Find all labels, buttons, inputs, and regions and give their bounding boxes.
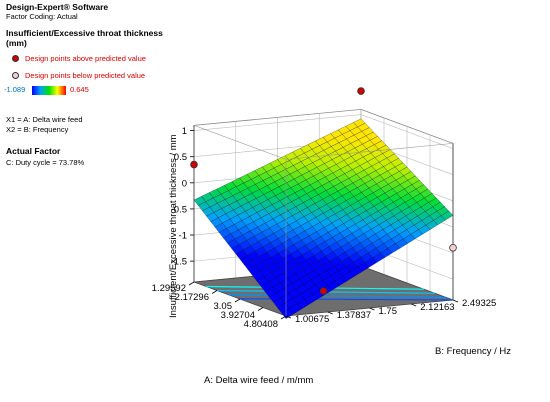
x-tick-label: 2.17296	[175, 292, 209, 303]
actual-factor-value: C: Duty cycle = 73.78%	[6, 158, 85, 167]
y-tick-mark	[411, 303, 417, 307]
design-point-below	[449, 243, 457, 252]
x-tick-label: 3.92704	[221, 310, 255, 321]
z-tick-label: -1	[179, 231, 187, 242]
legend-below-label: Design points below predicted value	[25, 71, 146, 80]
y-tick-label: 2.49325	[462, 298, 496, 309]
x-tick-label: 3.05	[214, 301, 233, 312]
y-tick-mark	[285, 315, 292, 319]
design-point-above	[357, 87, 365, 95]
response-unit: (mm)	[6, 38, 27, 48]
floor-contour-line	[228, 294, 446, 298]
x-tick-mark	[234, 298, 241, 303]
z-tick-label: 1	[182, 126, 187, 137]
design-point-above	[190, 160, 198, 169]
legend-above-label: Design points above predicted value	[25, 54, 146, 63]
z-tick-label: -1.5	[171, 257, 187, 268]
factor-x2: X2 = B: Frequency	[6, 125, 69, 134]
z-tick-label: 0	[182, 178, 187, 189]
design-point-above	[319, 287, 328, 295]
colorbar-max: 0.645	[70, 85, 89, 94]
factor-x1: X1 = A: Delta wire feed	[6, 115, 83, 124]
app-title: Design-Expert® Software	[6, 2, 109, 12]
factor-coding: Factor Coding: Actual	[6, 12, 78, 21]
y-tick-label: 1.00675	[295, 314, 329, 325]
x-tick-label: 1.29592	[152, 283, 186, 294]
y-tick-label: 1.37837	[337, 310, 371, 321]
box-edge-top-left	[193, 125, 287, 160]
colorbar	[32, 86, 66, 95]
z-axis-label: Insufficient/Excessive throat thickness …	[168, 134, 179, 318]
x-tick-mark	[280, 315, 287, 320]
x-axis-label: A: Delta wire feed / m/mm	[204, 375, 313, 386]
actual-factor-heading: Actual Factor	[6, 146, 61, 156]
x-tick-label: 4.80408	[244, 319, 278, 330]
y-tick-mark	[327, 311, 333, 315]
y-tick-label: 2.12163	[420, 302, 454, 313]
x-tick-mark	[257, 307, 264, 311]
response-name: Insufficient/Excessive throat thickness	[6, 28, 163, 38]
y-tick-label: 1.75	[379, 306, 398, 317]
y-axis-label: B: Frequency / Hz	[435, 346, 511, 357]
design-point-above-icon	[12, 55, 19, 62]
y-tick-mark	[369, 307, 375, 311]
design-point-below-icon	[12, 72, 19, 79]
x-tick-mark	[211, 290, 218, 294]
x-tick-mark	[188, 281, 195, 286]
legend-panel: Design-Expert® Software Factor Coding: A…	[6, 2, 166, 48]
y-tick-mark	[452, 299, 459, 303]
box-edge-top-right	[285, 143, 454, 160]
z-tick-label: 0.5	[174, 152, 187, 163]
z-tick-label: -0.5	[171, 204, 187, 215]
colorbar-min: -1.089	[4, 85, 26, 94]
